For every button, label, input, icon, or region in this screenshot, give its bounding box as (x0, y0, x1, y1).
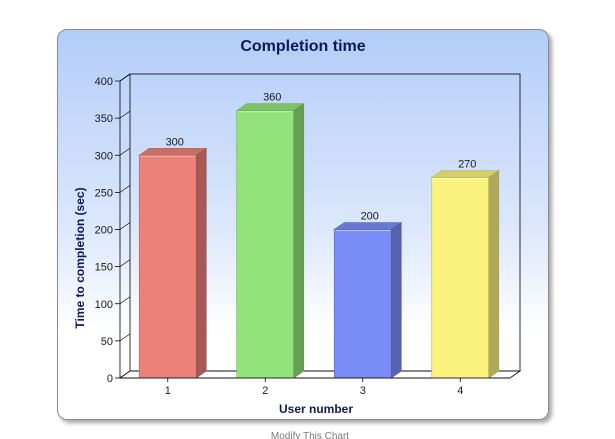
footer-caption[interactable]: Modify This Chart (220, 431, 400, 439)
bar-top (432, 171, 499, 178)
x-tick-label: 2 (262, 385, 268, 397)
y-tick-label: 200 (95, 225, 113, 237)
y-tick-depth (120, 223, 130, 230)
bar-side (391, 223, 401, 379)
y-tick-depth (120, 74, 130, 81)
data-label: 360 (263, 92, 281, 104)
y-tick-depth (120, 185, 130, 192)
plot-area: 0 50 100 150 200 250 300 350 400 300 1 360 2 200 3 270 4 (95, 74, 520, 397)
bar-top (334, 223, 401, 230)
y-tick-label: 300 (95, 150, 113, 162)
bar[interactable] (237, 111, 294, 378)
y-axis-label: Time to completion (sec) (73, 187, 87, 328)
bar-side (489, 171, 499, 378)
x-axis-label: User number (279, 402, 353, 416)
bar[interactable] (432, 178, 489, 378)
data-label: 300 (166, 136, 184, 148)
x-tick-label: 4 (457, 385, 463, 397)
y-tick-depth (120, 111, 130, 118)
bar[interactable] (334, 230, 391, 379)
y-tick-depth (120, 260, 130, 267)
bar-top (139, 148, 206, 155)
y-tick-depth (120, 297, 130, 304)
bar-side (294, 104, 304, 378)
data-label: 270 (458, 159, 476, 171)
bar-side (196, 148, 206, 378)
x-tick-label: 1 (165, 385, 171, 397)
y-tick-depth (120, 148, 130, 155)
y-tick-label: 350 (95, 113, 113, 125)
x-tick-label: 3 (360, 385, 366, 397)
y-tick-label: 250 (95, 187, 113, 199)
bar[interactable] (139, 155, 196, 378)
bar-top (237, 104, 304, 111)
y-tick-label: 400 (95, 76, 113, 88)
y-tick-label: 150 (95, 262, 113, 274)
y-tick-label: 0 (107, 373, 113, 385)
y-tick-depth (120, 334, 130, 341)
y-tick-label: 50 (101, 336, 113, 348)
chart-title: Completion time (240, 38, 365, 55)
y-tick-label: 100 (95, 299, 113, 311)
y-tick-depth (120, 371, 130, 378)
completion-time-chart: Completion time Time to completion (sec)… (58, 30, 548, 419)
chart-panel: Completion time Time to completion (sec)… (57, 29, 549, 420)
data-label: 200 (361, 211, 379, 223)
